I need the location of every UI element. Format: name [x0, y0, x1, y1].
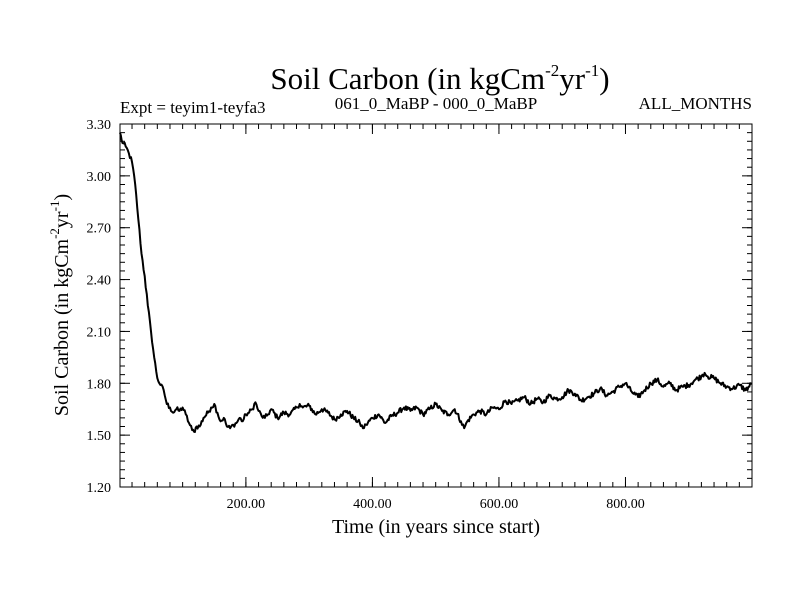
y-tick-label: 1.20	[87, 481, 112, 496]
plot-frame	[119, 123, 753, 488]
soil-carbon-line	[119, 132, 753, 433]
chart-title-end: )	[599, 61, 609, 96]
y-axis-label-end: )	[51, 194, 73, 201]
expt-label: Expt = teyim1-teyfa3	[120, 98, 266, 117]
y-axis-label-text: Soil Carbon (in kgCm	[51, 238, 73, 416]
x-tick-label: 800.00	[606, 497, 645, 512]
chart-title: Soil Carbon (in kgCm-2yr-1)	[270, 61, 609, 96]
tick-marks	[120, 123, 752, 488]
y-tick-label: 2.40	[87, 274, 112, 289]
y-axis-label-sup-2: -1	[47, 201, 62, 212]
y-axis-label: Soil Carbon (in kgCm-2yr-1)	[47, 194, 73, 416]
months-label: ALL_MONTHS	[639, 94, 752, 113]
y-tick-label: 3.00	[87, 170, 112, 185]
chart-title-text: Soil Carbon (in kgCm	[270, 61, 545, 96]
y-tick-label: 3.30	[87, 118, 112, 133]
y-tick-labels: 1.20 1.50 1.80 2.10 2.40 2.70 3.00 3.30	[87, 118, 112, 496]
y-axis-label-sup-1: -2	[47, 228, 62, 239]
chart-title-mid: yr	[559, 61, 586, 96]
y-tick-label: 2.10	[87, 325, 112, 340]
y-tick-label: 2.70	[87, 222, 112, 237]
x-tick-label: 400.00	[353, 497, 392, 512]
x-tick-label: 200.00	[227, 497, 266, 512]
chart-title-sup-2: -1	[585, 61, 599, 80]
plot-area: 1.20 1.50 1.80 2.10 2.40 2.70 3.00 3.30 200.00 4…	[87, 118, 753, 512]
x-tick-label: 600.00	[480, 497, 519, 512]
y-tick-label: 1.80	[87, 377, 112, 392]
x-axis-label: Time (in years since start)	[332, 516, 540, 538]
y-tick-label: 1.50	[87, 429, 112, 444]
chart-title-sup-1: -2	[545, 61, 559, 80]
x-tick-labels: 200.00 400.00 600.00 800.00	[227, 497, 645, 512]
y-axis-label-mid: yr	[51, 211, 73, 228]
period-label: 061_0_MaBP - 000_0_MaBP	[335, 94, 537, 113]
